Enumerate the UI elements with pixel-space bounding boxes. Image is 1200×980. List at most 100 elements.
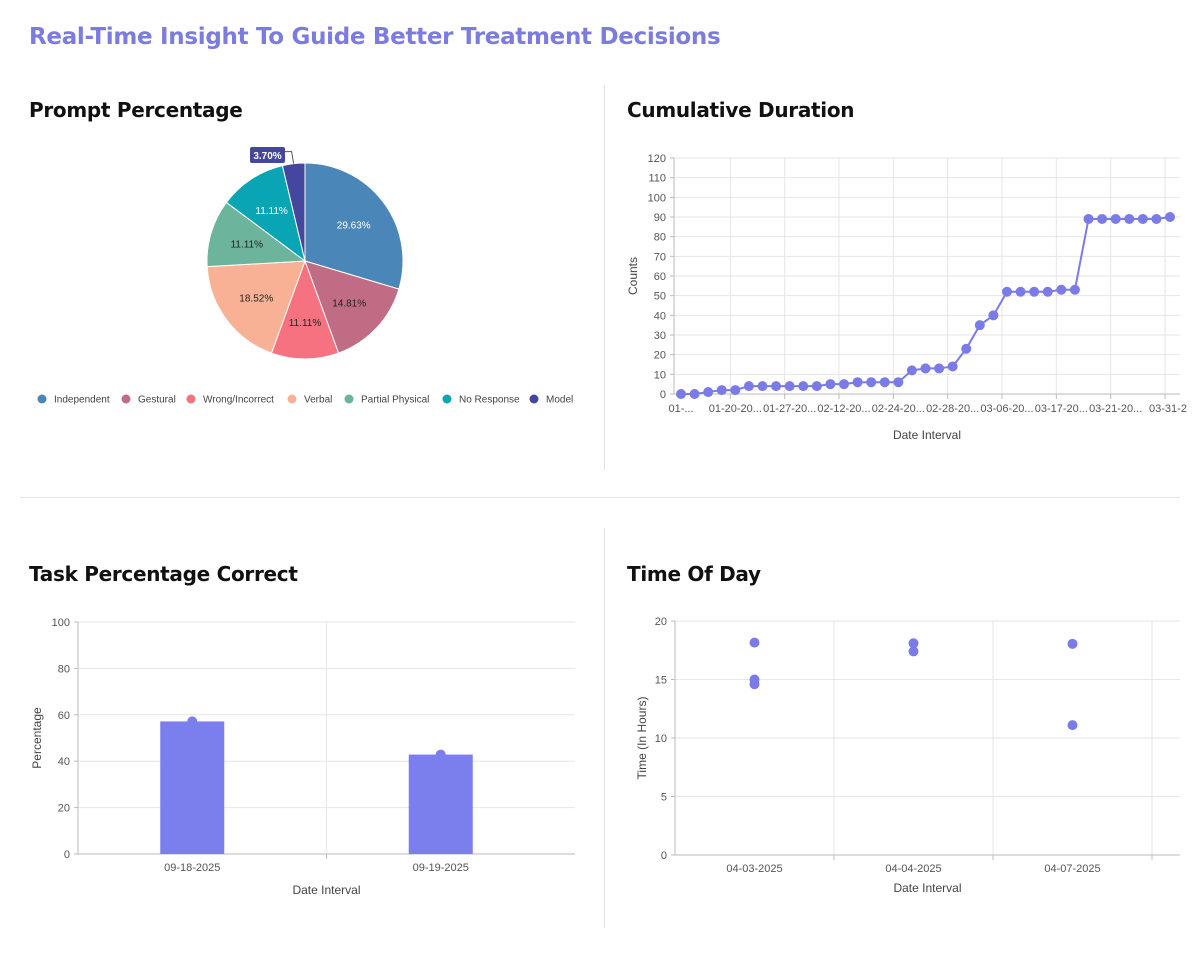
data-point[interactable] [988, 310, 999, 321]
divider [20, 497, 1180, 498]
data-point[interactable] [1015, 286, 1026, 297]
legend-item-label[interactable]: Independent [54, 395, 110, 406]
data-point[interactable] [1056, 284, 1067, 295]
pie-data-label: 14.81% [332, 299, 366, 310]
data-point[interactable] [906, 365, 917, 376]
pie-label-box [250, 147, 285, 163]
y-tick-label: 30 [654, 330, 666, 342]
legend-pie-icon [37, 394, 47, 404]
data-point[interactable] [771, 381, 782, 392]
data-point[interactable] [974, 320, 985, 331]
pie-slice-independent[interactable] [304, 162, 404, 290]
data-point[interactable] [934, 363, 945, 374]
data-point[interactable] [716, 385, 727, 396]
data-point[interactable] [1137, 213, 1148, 224]
x-tick-label: 02-28-20... [926, 403, 979, 415]
legend-item-label[interactable]: No Response [459, 395, 520, 406]
x-tick-label: 03-17-20... [1035, 403, 1088, 415]
x-tick-label: 01-27-20... [763, 403, 816, 415]
data-point[interactable] [1083, 213, 1094, 224]
legend-item-label[interactable]: Wrong/Incorrect [203, 395, 274, 406]
data-point[interactable] [961, 343, 972, 354]
data-point[interactable] [1042, 286, 1053, 297]
data-point[interactable] [1002, 286, 1012, 297]
data-point[interactable] [1110, 213, 1121, 224]
data-point[interactable] [1165, 212, 1175, 222]
y-tick-label: 10 [654, 369, 666, 381]
data-point[interactable] [703, 387, 714, 398]
data-point[interactable] [730, 385, 741, 396]
y-tick-label: 80 [58, 663, 70, 675]
data-point[interactable] [811, 381, 822, 392]
pie-data-label: 11.11% [231, 240, 264, 251]
pie-slice-gestural[interactable] [304, 260, 400, 354]
data-point[interactable] [757, 381, 768, 392]
data-point[interactable] [893, 377, 904, 388]
legend-item-label[interactable]: Model [546, 395, 573, 406]
data-point[interactable] [879, 377, 890, 388]
data-point[interactable] [1067, 720, 1078, 731]
pie-slice-verbal[interactable] [206, 260, 306, 354]
task-percentage-title: Task Percentage Correct [29, 562, 298, 586]
pie-data-label: 29.63% [337, 221, 371, 232]
x-axis-title: Date Interval [893, 428, 961, 442]
bar[interactable] [408, 754, 473, 854]
x-tick-label: 01-20-20... [709, 403, 762, 415]
legend-pie-icon [186, 394, 196, 404]
pie-slice-no-response[interactable] [225, 165, 306, 263]
data-point[interactable] [689, 389, 700, 399]
y-tick-label: 70 [654, 251, 666, 263]
y-tick-label: 120 [648, 153, 666, 165]
data-point[interactable] [920, 363, 931, 374]
data-point[interactable] [1029, 286, 1040, 297]
data-point[interactable] [1097, 213, 1108, 224]
data-point[interactable] [749, 637, 760, 648]
pie-slice-wrong-incorrect[interactable] [270, 259, 340, 360]
y-tick-label: 100 [648, 192, 666, 204]
data-point[interactable] [1151, 213, 1162, 224]
y-tick-label: 60 [654, 271, 666, 283]
data-point[interactable] [852, 377, 863, 388]
x-tick-label: 03-31-2 [1149, 403, 1187, 415]
y-axis-title: Time (In Hours) [635, 697, 649, 780]
legend-item-label[interactable]: Gestural [138, 395, 176, 406]
bar[interactable] [160, 721, 225, 854]
x-tick-label: 04-04-2025 [885, 863, 941, 875]
pie-label-connector [283, 151, 295, 164]
legend-item-label[interactable]: Partial Physical [361, 395, 429, 406]
y-tick-label: 0 [661, 850, 667, 862]
data-point[interactable] [825, 379, 836, 390]
legend-item-label[interactable]: Verbal [304, 395, 332, 406]
x-axis-title: Date Interval [292, 883, 360, 897]
data-point[interactable] [435, 749, 446, 760]
y-tick-label: 0 [64, 849, 70, 861]
y-axis-title: Percentage [30, 707, 44, 769]
data-point[interactable] [676, 389, 686, 399]
x-tick-label: 02-12-20... [817, 403, 870, 415]
data-point[interactable] [947, 361, 958, 372]
time-of-day-title: Time Of Day [627, 562, 761, 586]
y-tick-label: 110 [648, 173, 666, 185]
data-point[interactable] [908, 638, 919, 649]
data-point[interactable] [839, 379, 849, 390]
legend-pie-icon [529, 394, 539, 404]
y-tick-label: 15 [655, 675, 667, 687]
pie-slice-partial-physical[interactable] [206, 201, 307, 268]
data-point[interactable] [743, 381, 754, 392]
data-point[interactable] [749, 679, 760, 690]
pie-slice-model[interactable] [281, 162, 306, 262]
data-point[interactable] [187, 716, 198, 727]
data-point[interactable] [866, 377, 877, 388]
data-point[interactable] [1067, 638, 1078, 649]
data-point[interactable] [1069, 284, 1080, 295]
data-point[interactable] [1124, 213, 1135, 224]
y-tick-label: 60 [58, 710, 70, 722]
data-point[interactable] [908, 646, 919, 657]
x-tick-label: 02-24-20... [872, 403, 925, 415]
legend-pie-icon [442, 394, 452, 404]
pie-data-label: 3.70% [253, 151, 281, 162]
data-point[interactable] [798, 381, 809, 392]
data-point[interactable] [784, 381, 795, 392]
cumulative-duration-title: Cumulative Duration [627, 98, 855, 122]
